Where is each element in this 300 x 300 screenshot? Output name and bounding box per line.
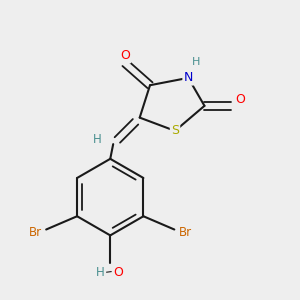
- Text: S: S: [171, 124, 179, 137]
- Text: H: H: [93, 133, 101, 146]
- Text: H: H: [96, 266, 104, 279]
- Text: Br: Br: [179, 226, 192, 239]
- Text: O: O: [113, 266, 123, 279]
- Text: O: O: [120, 49, 130, 62]
- Text: O: O: [235, 93, 245, 106]
- Text: Br: Br: [28, 226, 42, 239]
- Text: H: H: [191, 57, 200, 67]
- Text: N: N: [184, 71, 193, 84]
